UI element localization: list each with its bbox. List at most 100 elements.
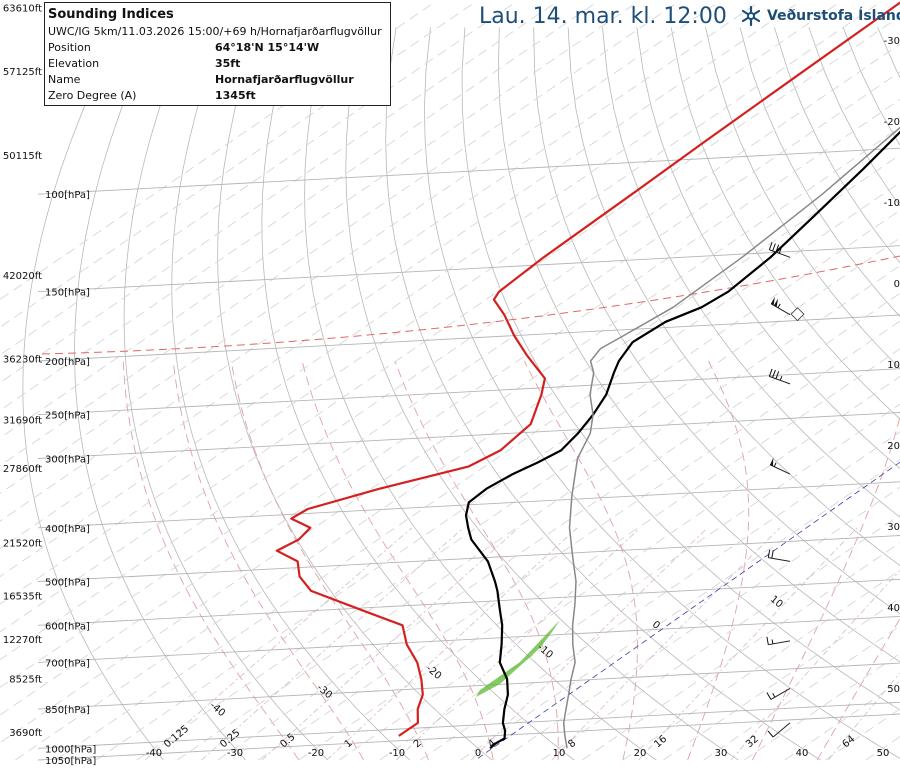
vedurstofa-logo[interactable]: Veðurstofa Íslands	[738, 5, 900, 27]
info-label: Elevation	[48, 57, 100, 70]
altitude-tick-label: 27860ft	[3, 464, 42, 475]
temperature-tick-label: 40	[796, 748, 809, 759]
isotherm	[0, 1, 760, 522]
dry-adiabat	[842, 27, 900, 146]
isotherm	[501, 486, 900, 761]
dry-adiabat	[345, 27, 739, 761]
dry-adiabat	[705, 27, 900, 369]
dry-adiabat	[304, 27, 657, 761]
right-axis-label: -30	[884, 36, 900, 47]
isotherm-label: 0	[650, 619, 662, 632]
info-row-zero-degree: Zero Degree (A) 1345ft	[48, 88, 387, 104]
mixing-ratio-line	[730, 569, 900, 761]
info-title: Sounding Indices	[48, 7, 174, 22]
mixing-ratio-line	[551, 527, 781, 761]
wind-barb-feather	[767, 730, 774, 738]
isotherm	[217, 292, 900, 761]
wind-barb-half-feather	[772, 693, 776, 698]
altitude-tick-label: 12270ft	[3, 635, 42, 646]
temperature-tick-label: -10	[389, 748, 405, 759]
right-axis-label: 40	[887, 603, 900, 614]
info-row-name: Name Hornafjarðarflugvöllur	[48, 72, 387, 88]
dry-adiabat	[261, 27, 575, 761]
wind-barb-feather	[772, 243, 776, 252]
altitude-tick-label: 57125ft	[3, 67, 42, 78]
mixing-ratio-label: 32	[744, 734, 761, 751]
info-row-elevation: Elevation 35ft	[48, 56, 387, 72]
info-label: Position	[48, 41, 91, 54]
info-label: Zero Degree (A)	[48, 89, 137, 102]
pressure-tick-label: 1050[hPa]	[45, 756, 96, 767]
mixing-ratio-line	[326, 527, 578, 761]
isotherm	[0, 1, 517, 356]
pressure-tick-label: 400[hPa]	[45, 524, 90, 535]
wind-barb-feather	[766, 636, 769, 645]
mixing-ratio-label: 8	[566, 738, 578, 751]
temperature-tick-label: -40	[146, 748, 162, 759]
right-axis-label: 0	[894, 279, 900, 290]
isotherm	[825, 708, 900, 761]
isotherm-label: 10	[768, 594, 785, 611]
pressure-tick-label: 200[hPa]	[45, 357, 90, 368]
wind-barb-half-feather	[779, 376, 783, 381]
wind-barb-staff	[772, 722, 791, 738]
dry-adiabat	[461, 27, 900, 711]
isotherm	[15, 154, 900, 761]
wind-barb-staff	[769, 464, 791, 475]
wind-barb-feather	[775, 244, 780, 253]
altitude-tick-label: 8525ft	[9, 674, 42, 685]
moist-adiabat	[301, 360, 494, 761]
altitude-tick-label: 31690ft	[3, 415, 42, 426]
isotherm-label: -20	[424, 663, 444, 682]
info-run: UWC/IG 5km/11.03.2026 15:00/+69 h/Hornaf…	[48, 24, 387, 40]
mixing-ratio-line	[261, 527, 519, 761]
info-value: Hornafjarðarflugvöllur	[215, 73, 354, 86]
pressure-tick-label: 600[hPa]	[45, 621, 90, 632]
info-value: 35ft	[215, 57, 241, 70]
moist-adiabat	[523, 360, 638, 761]
temperature-tick-label: 50	[877, 748, 890, 759]
dry-adiabat	[602, 27, 900, 518]
wind-barb-feather	[768, 242, 773, 250]
dry-adiabat	[567, 27, 900, 567]
right-axis-label: -20	[884, 117, 900, 128]
dry-adiabat	[74, 27, 246, 761]
parcel-line	[562, 126, 900, 749]
wind-barb-half-feather	[773, 462, 777, 467]
pressure-tick-label: 850[hPa]	[45, 705, 90, 716]
wind-barb-pennant	[774, 298, 778, 307]
isotherm	[55, 181, 900, 761]
moist-adiabat	[752, 415, 900, 761]
right-axis-label: 10	[887, 360, 900, 371]
moist-adiabat	[122, 360, 300, 761]
isobar	[37, 615, 900, 663]
altitude-tick-label: 63610ft	[3, 3, 42, 14]
isotherm	[460, 459, 900, 761]
info-value: 64°18'N 15°14'W	[215, 41, 320, 54]
moist-adiabat	[687, 360, 750, 761]
dry-adiabat	[171, 27, 411, 761]
pressure-tick-label: 100[hPa]	[45, 190, 90, 201]
mixing-ratio-label: 4	[486, 738, 498, 751]
isobar	[37, 662, 900, 710]
dry-adiabat	[497, 27, 900, 663]
tropopause-marker	[790, 307, 805, 322]
dry-adiabat	[423, 27, 900, 759]
isobar	[37, 368, 900, 416]
zero-degree-line	[41, 255, 900, 355]
temperature-tick-label: -30	[227, 748, 243, 759]
isotherm	[0, 1, 598, 411]
isotherm	[420, 431, 900, 761]
temperature-tick-label: 20	[634, 748, 647, 759]
altitude-tick-label: 42020ft	[3, 271, 42, 282]
dry-adiabat	[22, 27, 164, 761]
pressure-tick-label: 700[hPa]	[45, 658, 90, 669]
isobar	[37, 713, 900, 761]
isobar	[37, 245, 900, 293]
pressure-tick-label: 250[hPa]	[45, 411, 90, 422]
wind-barb-half-feather	[777, 303, 781, 308]
